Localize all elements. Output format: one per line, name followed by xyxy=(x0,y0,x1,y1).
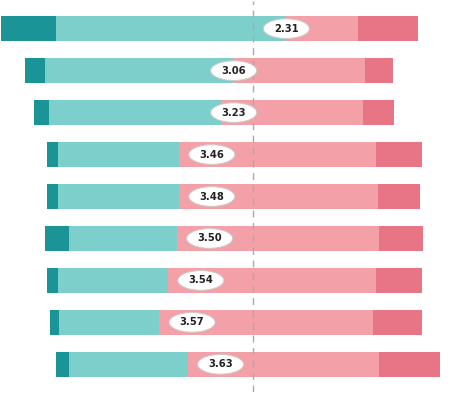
Text: 3.46: 3.46 xyxy=(200,150,224,160)
Ellipse shape xyxy=(169,312,215,332)
Text: 3.06: 3.06 xyxy=(221,66,246,75)
Bar xyxy=(45,226,69,251)
Bar xyxy=(380,226,423,251)
Bar xyxy=(59,310,159,335)
Bar xyxy=(58,184,179,209)
Bar xyxy=(234,58,365,83)
Ellipse shape xyxy=(189,187,235,206)
Bar xyxy=(179,184,378,209)
Bar xyxy=(168,268,376,293)
Bar xyxy=(159,310,373,335)
Bar xyxy=(220,100,363,125)
Bar xyxy=(56,352,69,377)
Bar xyxy=(58,268,168,293)
Bar xyxy=(48,100,220,125)
Bar xyxy=(286,16,357,41)
Bar xyxy=(177,226,380,251)
Bar xyxy=(69,226,177,251)
Bar xyxy=(45,58,234,83)
Bar xyxy=(50,310,59,335)
Bar xyxy=(1,16,56,41)
Text: 3.50: 3.50 xyxy=(197,233,222,243)
Bar xyxy=(34,100,48,125)
Bar xyxy=(47,184,58,209)
Bar xyxy=(26,58,45,83)
Text: 3.54: 3.54 xyxy=(188,275,213,285)
Bar xyxy=(378,184,420,209)
Text: 3.63: 3.63 xyxy=(208,359,233,369)
Bar xyxy=(376,268,422,293)
Text: 3.57: 3.57 xyxy=(180,318,204,327)
Ellipse shape xyxy=(178,271,224,290)
Bar xyxy=(56,16,286,41)
Bar xyxy=(188,352,380,377)
Bar xyxy=(357,16,418,41)
Ellipse shape xyxy=(198,354,244,374)
Bar xyxy=(47,268,58,293)
Bar xyxy=(363,100,394,125)
Ellipse shape xyxy=(211,61,257,81)
Bar xyxy=(179,142,376,167)
Text: 2.31: 2.31 xyxy=(274,24,299,34)
Bar xyxy=(58,142,179,167)
Ellipse shape xyxy=(187,229,233,248)
Ellipse shape xyxy=(263,19,310,39)
Ellipse shape xyxy=(211,103,257,122)
Bar xyxy=(380,352,440,377)
Text: 3.48: 3.48 xyxy=(200,191,224,202)
Bar xyxy=(69,352,188,377)
Text: 3.23: 3.23 xyxy=(221,108,246,118)
Bar xyxy=(365,58,392,83)
Bar xyxy=(373,310,422,335)
Ellipse shape xyxy=(189,145,235,164)
Bar xyxy=(47,142,58,167)
Bar xyxy=(376,142,422,167)
